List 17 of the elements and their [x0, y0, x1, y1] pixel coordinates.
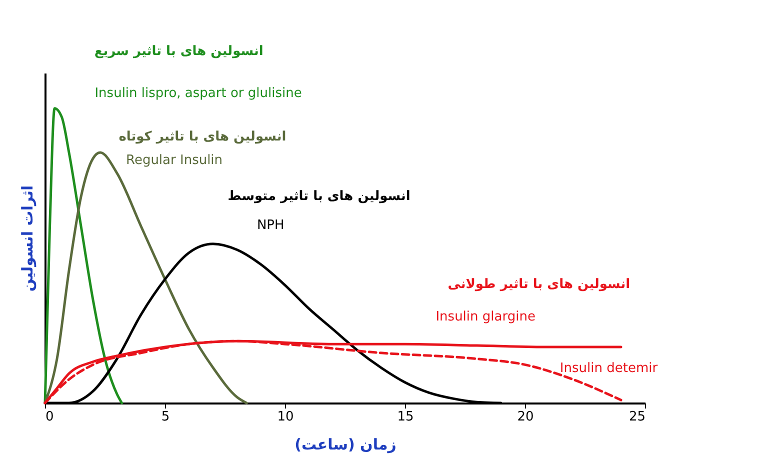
series-label: Insulin glargine — [436, 309, 536, 324]
series-label: Insulin detemir — [560, 360, 658, 376]
x-tick-label: 5 — [161, 410, 170, 424]
x-tick-label: 15 — [397, 410, 414, 424]
x-axis-title: زمان (ساعت) — [294, 436, 396, 454]
x-tick-label: 20 — [517, 410, 534, 424]
series-label: Regular Insulin — [126, 153, 223, 168]
annotation: انسولین های با تاثیر متوسط — [228, 189, 410, 204]
series-label: NPH — [256, 218, 284, 233]
text: انسولین های با تاثیر سریع — [94, 44, 264, 60]
x-tick-label: 0 — [46, 410, 54, 424]
text: Insulin lispro, aspart or glulisine — [94, 86, 302, 102]
y-axis-title: اثرات انسولین — [18, 185, 36, 292]
x-tick-label: 10 — [277, 410, 294, 424]
annotation: انسولین های با تاثیر طولانی — [448, 276, 630, 292]
x-tick-label: 25 — [628, 410, 646, 424]
annotation: انسولین های با تاثیر کوتاه — [118, 129, 286, 144]
